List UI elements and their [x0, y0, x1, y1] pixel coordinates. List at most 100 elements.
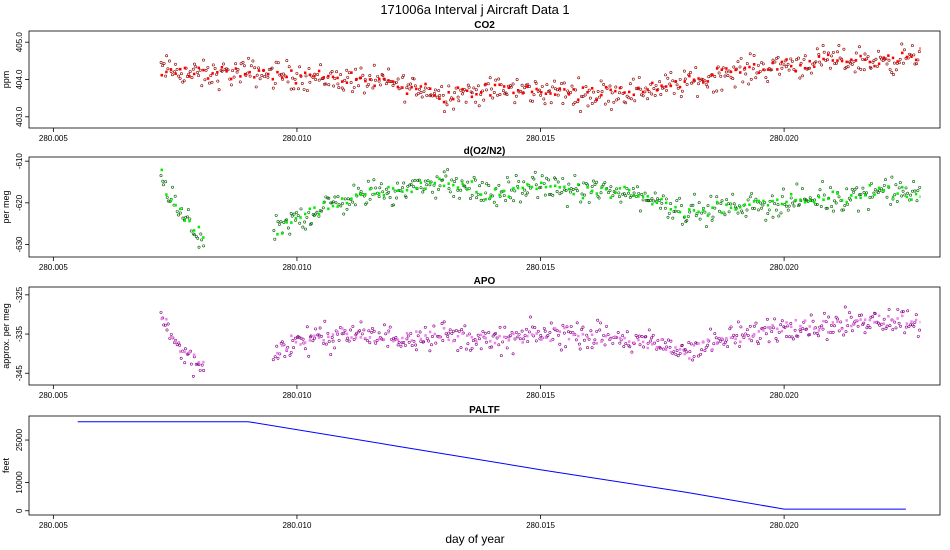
- data-point: [492, 91, 496, 94]
- data-point: [603, 343, 607, 347]
- data-point: [758, 336, 762, 340]
- data-point: [194, 65, 198, 69]
- data-point: [713, 75, 717, 78]
- data-point: [678, 196, 682, 200]
- data-point: [463, 184, 467, 188]
- data-point: [584, 85, 588, 89]
- data-point: [304, 227, 307, 231]
- data-point: [836, 50, 839, 54]
- data-point: [177, 341, 181, 345]
- data-point: [754, 321, 758, 325]
- data-point: [316, 333, 320, 337]
- data-point: [561, 102, 565, 105]
- data-point: [599, 321, 603, 325]
- data-point: [470, 91, 474, 95]
- data-point: [434, 341, 438, 345]
- data-point: [692, 354, 696, 358]
- data-point: [825, 338, 829, 342]
- data-point: [539, 334, 543, 337]
- data-point: [656, 197, 659, 201]
- data-point: [470, 193, 474, 197]
- data-point: [842, 47, 846, 51]
- data-point: [206, 65, 210, 69]
- data-point: [661, 347, 665, 351]
- data-point: [351, 324, 355, 328]
- data-point: [430, 335, 434, 338]
- data-point: [407, 340, 411, 344]
- data-point: [619, 338, 623, 342]
- data-point: [384, 187, 388, 191]
- data-point: [885, 62, 889, 66]
- data-point: [315, 210, 319, 214]
- data-points: [159, 168, 922, 249]
- data-point: [773, 202, 777, 206]
- data-point: [876, 321, 880, 325]
- data-point: [733, 341, 737, 345]
- data-point: [659, 206, 663, 210]
- data-point: [300, 82, 304, 85]
- data-point: [345, 207, 349, 211]
- x-tick-label: 280.010: [282, 521, 311, 530]
- data-point: [767, 340, 771, 344]
- data-point: [740, 211, 744, 215]
- data-point: [729, 202, 733, 206]
- data-point: [910, 323, 914, 327]
- data-point: [774, 208, 778, 212]
- data-point: [610, 91, 614, 95]
- data-point: [479, 93, 483, 96]
- data-point: [913, 62, 917, 66]
- data-point: [410, 344, 414, 348]
- data-point: [621, 334, 625, 338]
- data-point: [894, 326, 898, 330]
- data-point: [915, 199, 919, 203]
- data-point: [427, 339, 430, 343]
- data-point: [890, 175, 894, 179]
- data-point: [913, 189, 917, 193]
- data-point: [624, 342, 628, 346]
- data-point: [231, 69, 235, 73]
- data-point: [787, 68, 791, 72]
- data-point: [346, 336, 350, 340]
- data-point: [633, 99, 637, 103]
- data-point: [376, 74, 380, 78]
- data-point: [564, 189, 568, 192]
- data-point: [627, 191, 630, 195]
- data-point: [700, 211, 704, 215]
- data-point: [277, 222, 281, 226]
- data-point: [497, 77, 501, 81]
- data-point: [808, 333, 811, 337]
- data-point: [440, 322, 444, 325]
- data-point: [678, 351, 682, 355]
- data-point: [697, 82, 700, 86]
- data-point: [638, 343, 642, 347]
- data-point: [477, 104, 481, 108]
- data-point: [834, 315, 838, 319]
- data-point: [592, 90, 596, 94]
- data-point: [514, 174, 518, 177]
- data-point: [918, 185, 922, 189]
- data-point: [274, 213, 278, 217]
- data-point: [787, 204, 791, 208]
- data-point: [557, 333, 560, 337]
- data-point: [446, 168, 450, 172]
- data-point: [837, 195, 841, 199]
- data-point: [715, 89, 719, 93]
- data-point: [862, 191, 866, 195]
- data-point: [644, 335, 648, 339]
- data-point: [317, 333, 321, 337]
- data-point: [505, 93, 509, 97]
- data-point: [529, 315, 532, 319]
- data-point: [574, 338, 578, 342]
- data-point: [796, 334, 800, 338]
- data-point: [423, 179, 427, 183]
- data-point: [772, 326, 775, 330]
- data-point: [884, 327, 888, 330]
- data-point: [522, 180, 526, 184]
- data-point: [324, 82, 328, 86]
- data-point: [393, 338, 397, 342]
- data-point: [583, 193, 587, 197]
- data-point: [488, 76, 492, 80]
- data-point: [203, 78, 207, 82]
- data-point: [812, 331, 816, 335]
- data-point: [903, 48, 906, 52]
